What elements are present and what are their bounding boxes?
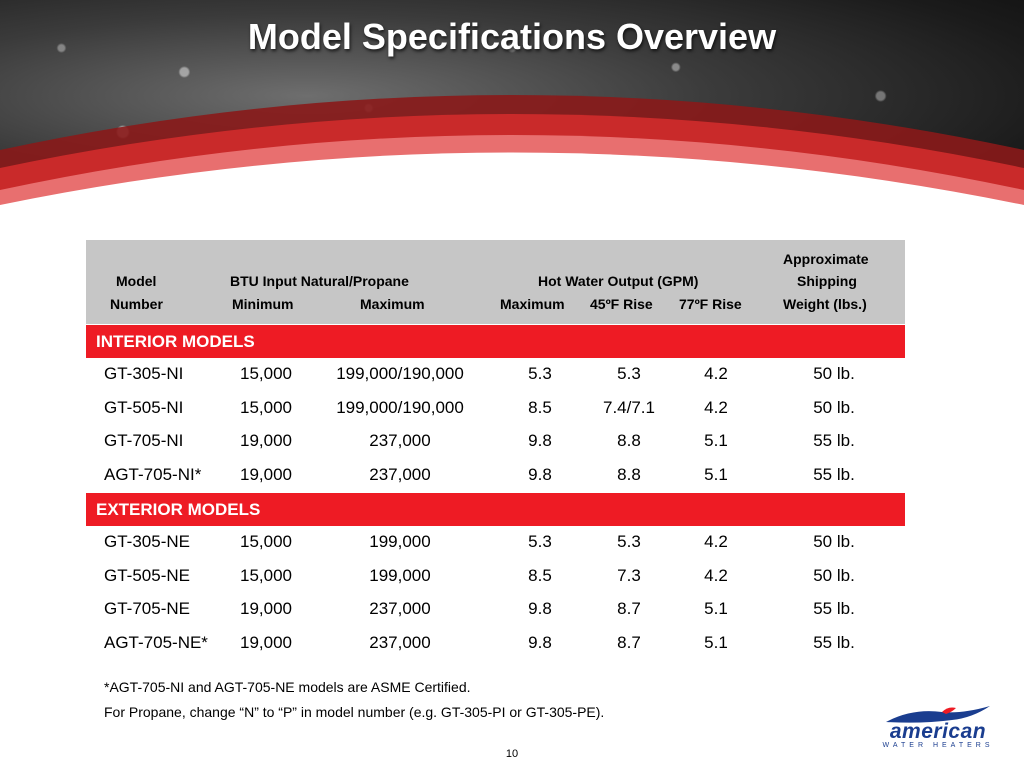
footnote-propane: For Propane, change “N” to “P” in model …: [104, 704, 605, 720]
header-hot-water: Hot Water Output (GPM): [538, 273, 699, 289]
cell-weight: 55 lb.: [813, 431, 855, 450]
cell-hw-max: 8.5: [528, 397, 552, 417]
cell-hw-77: 5.1: [704, 632, 728, 652]
table-row: GT-505-NI 15,000 199,000/190,000 8.5 7.4…: [86, 392, 905, 426]
cell-model: GT-505-NE: [104, 565, 190, 585]
cell-btu-max: 237,000: [369, 464, 431, 484]
page-number: 10: [505, 748, 519, 760]
cell-weight: 50 lb.: [813, 397, 855, 417]
header-btu: BTU Input Natural/Propane: [230, 273, 409, 289]
cell-btu-min: 15,000: [240, 397, 292, 417]
cell-hw-45: 5.3: [617, 364, 641, 383]
cell-btu-min: 19,000: [240, 632, 292, 652]
cell-btu-min: 15,000: [240, 364, 292, 383]
table-row: GT-705-NE 19,000 237,000 9.8 8.7 5.1 55 …: [86, 593, 905, 627]
cell-hw-77: 4.2: [704, 397, 728, 417]
cell-model: GT-305-NI: [104, 364, 184, 383]
cell-model: GT-705-NE: [104, 599, 190, 618]
american-water-heaters-logo: american WATER HEATERS: [868, 702, 1008, 752]
cell-btu-min: 19,000: [240, 431, 292, 450]
cell-hw-max: 5.3: [528, 364, 552, 383]
cell-btu-max: 237,000: [369, 431, 431, 450]
cell-btu-max: 199,000/190,000: [336, 397, 464, 417]
cell-weight: 50 lb.: [813, 532, 855, 551]
cell-hw-45: 7.4/7.1: [603, 397, 655, 417]
cell-btu-min: 15,000: [240, 565, 292, 585]
header-hw-45: 45ºF Rise: [590, 296, 653, 312]
header-weight-3: Weight (lbs.): [783, 296, 867, 312]
cell-btu-max: 237,000: [369, 632, 431, 652]
header-banner: Model Specifications Overview: [0, 0, 1024, 240]
cell-weight: 55 lb.: [813, 464, 855, 484]
cell-model: GT-505-NI: [104, 397, 184, 417]
section-interior: INTERIOR MODELS: [86, 324, 905, 358]
cell-hw-45: 8.7: [617, 599, 641, 618]
header-weight-2: Shipping: [797, 273, 857, 289]
cell-hw-77: 4.2: [704, 364, 728, 383]
cell-model: GT-705-NI: [104, 431, 184, 450]
cell-hw-77: 5.1: [704, 431, 728, 450]
table-row: GT-305-NE 15,000 199,000 5.3 5.3 4.2 50 …: [86, 526, 905, 560]
spec-table: Model Number BTU Input Natural/Propane M…: [86, 240, 905, 660]
cell-btu-max: 199,000: [369, 532, 431, 551]
cell-hw-max: 9.8: [528, 599, 552, 618]
cell-hw-45: 8.8: [617, 464, 641, 484]
cell-btu-min: 15,000: [240, 532, 292, 551]
table-row: AGT-705-NI* 19,000 237,000 9.8 8.8 5.1 5…: [86, 459, 905, 493]
logo-tagline: WATER HEATERS: [882, 742, 994, 749]
section-exterior: EXTERIOR MODELS: [86, 492, 905, 526]
logo-wordmark: american: [889, 720, 987, 743]
cell-hw-77: 4.2: [704, 565, 728, 585]
cell-hw-77: 5.1: [704, 599, 728, 618]
header-model: Model: [116, 273, 157, 289]
header-weight-1: Approximate: [783, 251, 869, 267]
cell-model: AGT-705-NE*: [104, 632, 208, 652]
footnotes: *AGT-705-NI and AGT-705-NE models are AS…: [104, 678, 604, 728]
cell-btu-max: 237,000: [369, 599, 431, 618]
cell-hw-max: 5.3: [528, 532, 552, 551]
header-number: Number: [110, 296, 163, 312]
cell-hw-max: 9.8: [528, 632, 552, 652]
cell-weight: 55 lb.: [813, 599, 855, 618]
cell-hw-max: 9.8: [528, 431, 552, 450]
table-row: GT-305-NI 15,000 199,000/190,000 5.3 5.3…: [86, 358, 905, 392]
cell-btu-max: 199,000: [369, 565, 431, 585]
eagle-wing-icon: [886, 706, 990, 723]
cell-btu-max: 199,000/190,000: [336, 364, 464, 383]
cell-weight: 50 lb.: [813, 565, 855, 585]
cell-hw-77: 4.2: [704, 532, 728, 551]
cell-btu-min: 19,000: [240, 464, 292, 484]
cell-btu-min: 19,000: [240, 599, 292, 618]
footnote-asme: *AGT-705-NI and AGT-705-NE models are AS…: [104, 679, 471, 695]
cell-weight: 50 lb.: [813, 364, 855, 383]
cell-hw-max: 9.8: [528, 464, 552, 484]
cell-weight: 55 lb.: [813, 632, 855, 652]
cell-hw-45: 5.3: [617, 532, 641, 551]
cell-model: AGT-705-NI*: [104, 464, 202, 484]
cell-hw-45: 7.3: [617, 565, 641, 585]
cell-hw-max: 8.5: [528, 565, 552, 585]
table-row: GT-505-NE 15,000 199,000 8.5 7.3 4.2 50 …: [86, 560, 905, 594]
cell-hw-77: 5.1: [704, 464, 728, 484]
table-header: Model Number BTU Input Natural/Propane M…: [86, 240, 905, 324]
cell-model: GT-305-NE: [104, 532, 190, 551]
cell-hw-45: 8.8: [617, 431, 641, 450]
table-row: AGT-705-NE* 19,000 237,000 9.8 8.7 5.1 5…: [86, 627, 905, 661]
header-hw-77: 77ºF Rise: [679, 296, 742, 312]
table-row: GT-705-NI 19,000 237,000 9.8 8.8 5.1 55 …: [86, 425, 905, 459]
page-title: Model Specifications Overview: [247, 16, 777, 57]
banner-curve: [0, 95, 1024, 240]
cell-hw-45: 8.7: [617, 632, 641, 652]
header-btu-min: Minimum: [232, 296, 294, 312]
header-hw-max: Maximum: [500, 296, 565, 312]
header-btu-max: Maximum: [360, 296, 425, 312]
